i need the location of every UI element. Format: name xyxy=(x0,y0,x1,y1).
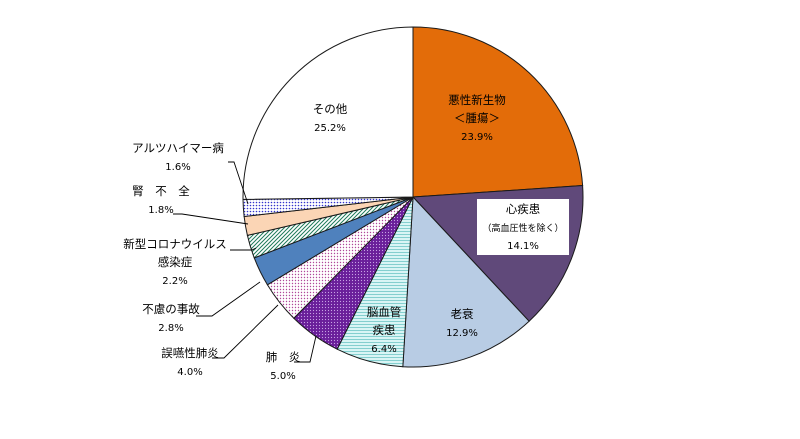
slice-value-label: 12.9% xyxy=(446,328,478,339)
slice-value-label: 2.2% xyxy=(162,276,187,287)
slice-name-label: 疾患 xyxy=(373,323,396,337)
slice-value-label: 2.8% xyxy=(158,323,183,334)
leader-line xyxy=(173,213,249,225)
slice-name-label: アルツハイマー病 xyxy=(132,141,224,155)
slice-name-label: 不慮の事故 xyxy=(142,302,200,316)
slice-value-label: 4.0% xyxy=(177,367,202,378)
slice-name-label: 誤嚥性肺炎 xyxy=(161,346,219,360)
slice-name-label: 腎 不 全 xyxy=(132,184,190,198)
slice-value-label: 1.6% xyxy=(165,162,190,173)
leader-line xyxy=(196,281,261,317)
leader-line xyxy=(230,247,257,251)
slice-value-label: 14.1% xyxy=(507,241,539,252)
slice-name-label: （高血圧性を除く） xyxy=(482,222,563,234)
slice-name-label: 新型コロナウイルス xyxy=(123,237,227,251)
pie-slice xyxy=(412,26,584,198)
slice-name-label: 脳血管 xyxy=(367,305,402,319)
slice-name-label: 感染症 xyxy=(158,255,193,269)
leader-line xyxy=(294,335,317,363)
pie-slice xyxy=(402,195,530,368)
slice-value-label: 5.0% xyxy=(270,371,295,382)
slice-name-label: その他 xyxy=(313,102,348,116)
slice-name-label: 心疾患 xyxy=(506,202,541,216)
leader-line xyxy=(212,304,279,359)
slice-value-label: 1.8% xyxy=(148,205,173,216)
label-background xyxy=(477,199,569,255)
leader-line xyxy=(228,161,249,205)
slice-name-label: 老衰 xyxy=(451,307,474,321)
pie-slice xyxy=(242,26,414,200)
slice-value-label: 25.2% xyxy=(314,123,346,134)
slice-value-label: 23.9% xyxy=(461,132,493,143)
slice-name-label: ＜腫瘍＞ xyxy=(454,111,500,125)
slice-name-label: 肺 炎 xyxy=(266,350,301,364)
slice-name-label: 悪性新生物 xyxy=(448,93,506,107)
slice-value-label: 6.4% xyxy=(371,344,396,355)
